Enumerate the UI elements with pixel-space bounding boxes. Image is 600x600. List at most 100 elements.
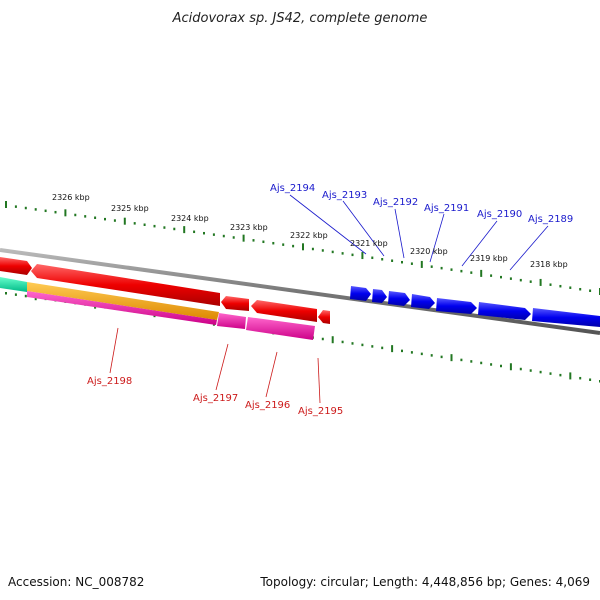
minor-tick xyxy=(104,217,106,221)
gene-ajs-2190[interactable] xyxy=(436,298,477,314)
minor-tick xyxy=(14,205,17,208)
minor-tick xyxy=(420,352,423,356)
minor-tick xyxy=(529,369,532,372)
minor-tick xyxy=(549,372,552,375)
genome-backbone xyxy=(0,248,600,335)
minor-tick xyxy=(401,260,403,264)
minor-tick xyxy=(143,223,146,226)
major-tick xyxy=(242,234,245,242)
minor-tick xyxy=(490,274,493,277)
minor-tick xyxy=(44,209,47,213)
teal-feature[interactable] xyxy=(0,277,27,292)
minor-tick xyxy=(450,268,453,271)
gene-ajs-2193[interactable] xyxy=(372,289,387,303)
minor-tick xyxy=(579,376,582,380)
major-tick xyxy=(420,260,423,268)
minor-tick xyxy=(460,269,463,273)
minor-tick xyxy=(559,373,562,377)
forward-strand-genes xyxy=(350,286,600,327)
kbp-label: 2323 kbp xyxy=(230,223,268,232)
kbp-label: 2318 kbp xyxy=(530,260,568,269)
minor-tick xyxy=(153,224,156,228)
major-tick xyxy=(509,363,512,371)
gene-ajs-2198[interactable] xyxy=(31,264,220,306)
accession-text: Accession: NC_008782 xyxy=(8,575,144,589)
kbp-labels: 2326 kbp 2325 kbp 2324 kbp 2323 kbp 2322… xyxy=(52,193,568,269)
minor-tick xyxy=(272,241,275,245)
minor-tick xyxy=(193,230,196,234)
minor-tick xyxy=(361,343,364,347)
minor-tick xyxy=(470,271,473,274)
minor-tick xyxy=(232,236,235,239)
minor-tick xyxy=(54,210,57,214)
minor-tick xyxy=(34,208,37,211)
gene-label-ajs-2191[interactable]: Ajs_2191 xyxy=(424,203,469,214)
minor-tick xyxy=(549,283,552,286)
minor-tick xyxy=(74,213,77,217)
gene-ajs-2196[interactable] xyxy=(251,300,317,322)
minor-tick xyxy=(24,294,27,298)
minor-tick xyxy=(371,256,374,260)
minor-tick xyxy=(460,358,463,362)
magenta-feature-mid[interactable] xyxy=(217,313,246,329)
minor-tick xyxy=(163,226,166,229)
minor-tick xyxy=(519,278,522,282)
minor-tick xyxy=(133,222,136,225)
minor-tick xyxy=(371,345,374,348)
gene-label-ajs-2198[interactable]: Ajs_2198 xyxy=(87,376,132,387)
reverse-strand-genes xyxy=(0,257,330,324)
minor-tick xyxy=(559,284,562,288)
gene-label-ajs-2192[interactable]: Ajs_2192 xyxy=(373,197,418,208)
gene-label-ajs-2190[interactable]: Ajs_2190 xyxy=(477,209,522,220)
gene-label-ajs-2196[interactable]: Ajs_2196 xyxy=(245,400,290,411)
genome-summary-text: Topology: circular; Length: 4,448,856 bp… xyxy=(259,575,590,589)
kbp-label: 2322 kbp xyxy=(290,231,328,240)
minor-tick xyxy=(252,239,255,242)
minor-tick xyxy=(430,265,433,268)
major-tick xyxy=(391,345,394,353)
kbp-label: 2325 kbp xyxy=(111,204,149,213)
major-tick xyxy=(331,336,334,344)
gene-ajs-2188[interactable] xyxy=(532,308,600,327)
minor-tick xyxy=(589,289,592,292)
major-tick xyxy=(480,269,483,277)
gene-label-ajs-2195[interactable]: Ajs_2195 xyxy=(298,406,343,417)
kbp-label: 2319 kbp xyxy=(470,254,508,263)
minor-tick xyxy=(509,277,512,280)
gene-red-partial[interactable] xyxy=(0,257,32,275)
minor-tick xyxy=(410,351,413,354)
minor-tick xyxy=(282,243,285,246)
gene-label-ajs-2194[interactable]: Ajs_2194 xyxy=(270,183,315,194)
gene-ajs-2194[interactable] xyxy=(350,286,371,301)
minor-tick xyxy=(331,250,334,254)
magenta-feature-left[interactable] xyxy=(27,291,217,325)
gene-ajs-2192[interactable] xyxy=(388,291,410,306)
kbp-label: 2320 kbp xyxy=(410,247,448,256)
minor-tick xyxy=(500,275,502,279)
minor-tick xyxy=(381,258,384,261)
gene-ajs-2195[interactable] xyxy=(318,310,330,324)
minor-tick xyxy=(391,259,394,262)
gene-ajs-2189[interactable] xyxy=(478,302,531,320)
minor-tick xyxy=(470,360,473,363)
map-title: Acidovorax sp. JS42, complete genome xyxy=(172,11,428,26)
gene-ajs-2197[interactable] xyxy=(221,296,249,311)
minor-tick xyxy=(262,240,265,244)
orange-feature[interactable] xyxy=(27,282,219,320)
major-tick xyxy=(569,372,572,380)
gene-ajs-2191[interactable] xyxy=(411,294,435,309)
gene-label-ajs-2197[interactable]: Ajs_2197 xyxy=(193,393,238,404)
forward-leader-lines xyxy=(289,194,549,271)
reverse-gene-labels: Ajs_2198 Ajs_2197 Ajs_2196 Ajs_2195 xyxy=(87,376,343,417)
minor-tick xyxy=(480,361,483,365)
major-tick xyxy=(450,354,453,362)
minor-tick xyxy=(113,219,116,222)
gene-label-ajs-2193[interactable]: Ajs_2193 xyxy=(322,190,367,201)
magenta-feature-right[interactable] xyxy=(246,317,315,340)
major-tick xyxy=(123,217,126,225)
minor-tick xyxy=(569,286,572,289)
minor-tick xyxy=(490,363,493,366)
gene-label-ajs-2189[interactable]: Ajs_2189 xyxy=(528,214,573,225)
kbp-label: 2326 kbp xyxy=(52,193,90,202)
minor-tick xyxy=(341,340,344,344)
